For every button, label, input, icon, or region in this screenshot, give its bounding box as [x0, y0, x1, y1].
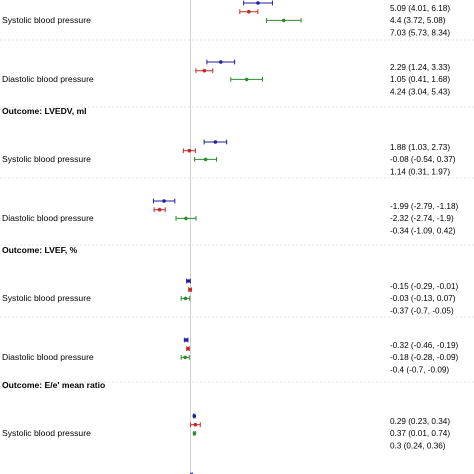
estimate-text: 0.29 (0.23, 0.34) [390, 417, 450, 426]
group-label: Systolic blood pressure [2, 428, 91, 438]
estimate-text: -0.32 (-0.46, -0.19) [390, 341, 459, 350]
point-estimate [219, 60, 223, 64]
point-estimate [213, 140, 218, 144]
marks-layer [152, 0, 302, 474]
group-label: Diastolic blood pressure [2, 74, 94, 84]
outcome-header: Outcome: LVEDV, ml [2, 106, 87, 116]
estimate-text: -0.03 (-0.13, 0.07) [390, 294, 456, 303]
estimate-text: -0.15 (-0.29, -0.01) [390, 282, 459, 291]
point-estimate [186, 346, 190, 351]
group-label: Diastolic blood pressure [2, 352, 94, 362]
point-estimate [247, 9, 251, 14]
estimate-text: 2.29 (1.24, 3.33) [390, 63, 450, 72]
outcome-header: Outcome: LVEF, % [2, 245, 78, 255]
point-estimate [188, 287, 192, 292]
estimate-text: 5.09 (4.01, 6.18) [390, 4, 450, 13]
estimate-text: 4.4 (3.72, 5.08) [390, 16, 446, 25]
point-estimate [186, 279, 191, 283]
estimate-text: -0.34 (-1.09, 0.42) [390, 226, 456, 235]
estimate-text: -0.4 (-0.7, -0.09) [390, 365, 449, 374]
point-estimate [203, 157, 208, 162]
estimate-text: -0.37 (-0.7, -0.05) [390, 306, 454, 315]
estimate-text: 0.37 (0.01, 0.74) [390, 429, 450, 438]
point-estimate [192, 414, 197, 418]
estimate-text: -0.08 (-0.54, 0.37) [390, 155, 456, 164]
point-estimate [184, 216, 188, 221]
point-estimate [162, 199, 166, 203]
point-estimate [281, 18, 286, 23]
point-estimate [183, 296, 188, 301]
estimate-text: 1.05 (0.41, 1.68) [390, 75, 450, 84]
outcome-header: Outcome: E/e' mean ratio [2, 380, 105, 390]
estimate-text: 1.88 (1.03, 2.73) [390, 143, 450, 152]
group-label: Diastolic blood pressure [2, 213, 94, 223]
point-estimate [202, 68, 207, 73]
estimate-text: -2.32 (-2.74, -1.9) [390, 214, 454, 223]
point-estimate [157, 207, 162, 212]
point-estimate [244, 77, 249, 82]
point-estimate [193, 422, 198, 427]
point-estimate [183, 355, 187, 360]
point-estimate [184, 338, 189, 342]
estimate-text: 0.3 (0.24, 0.36) [390, 441, 446, 450]
group-label: Systolic blood pressure [2, 15, 91, 25]
estimate-text: 1.14 (0.31, 1.97) [390, 167, 450, 176]
text-layer: Systolic blood pressure 5.09 (4.01, 6.18)… [2, 4, 459, 450]
point-estimate [192, 431, 197, 436]
estimate-text: 4.24 (3.04, 5.43) [390, 87, 450, 96]
group-label: Systolic blood pressure [2, 154, 91, 164]
point-estimate [256, 1, 260, 5]
point-estimate [187, 148, 192, 153]
estimate-text: -1.99 (-2.79, -1.18) [390, 202, 459, 211]
group-label: Systolic blood pressure [2, 293, 91, 303]
estimate-text: -0.18 (-0.28, -0.09) [390, 353, 459, 362]
estimate-text: 7.03 (5.73, 8.34) [390, 28, 450, 37]
